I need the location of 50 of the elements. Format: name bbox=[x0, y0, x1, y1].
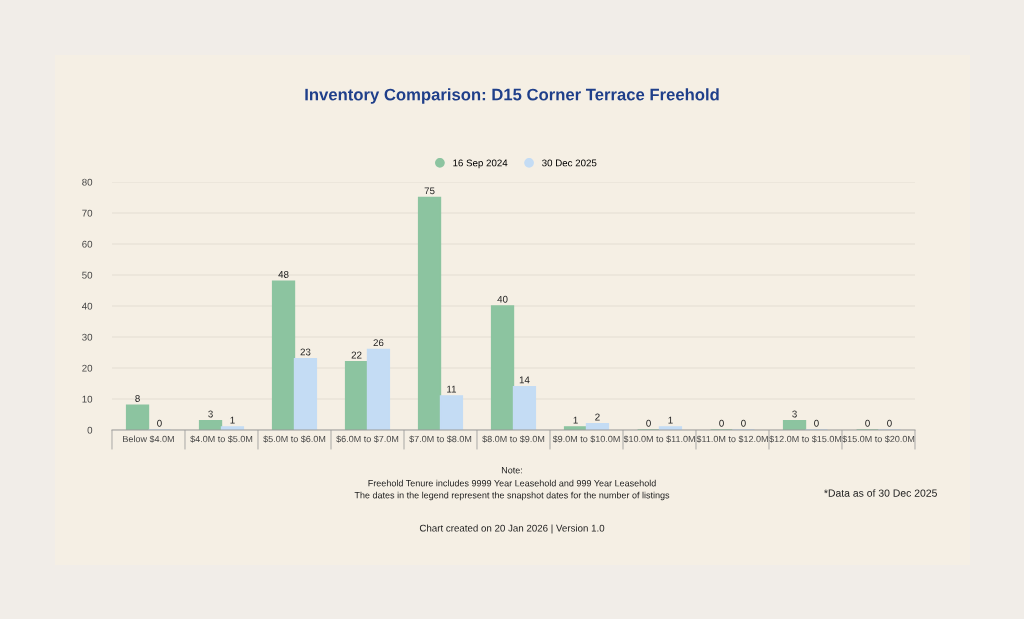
x-tick-label: $8.0M to $9.0M bbox=[482, 435, 545, 443]
x-tick-label: $10.0M to $11.0M bbox=[623, 435, 695, 443]
chart-title: Inventory Comparison: D15 Corner Terrace Freehold bbox=[305, 88, 719, 104]
text: *Data as of 30 Dec 2025 bbox=[824, 489, 937, 497]
y-tick-label: 0 bbox=[87, 426, 93, 434]
data-label: 22 bbox=[351, 351, 362, 359]
data-label: 8 bbox=[135, 395, 140, 402]
y-tick-label: 60 bbox=[82, 240, 93, 248]
legend-label: 30 Dec 2025 bbox=[542, 159, 597, 167]
data-label: 1 bbox=[230, 416, 235, 424]
y-tick-label: 30 bbox=[82, 333, 93, 341]
y-tick-label: 10 bbox=[82, 395, 93, 403]
text: The dates in the legend represent the snapshot dates for the number of listings bbox=[354, 491, 670, 501]
data-label: 11 bbox=[447, 385, 457, 393]
text: Chart created on 20 Jan 2026 | Version 1.0 bbox=[419, 524, 605, 534]
data-label: 1 bbox=[573, 416, 578, 424]
y-tick-label: 20 bbox=[82, 364, 93, 372]
data-label: 2 bbox=[595, 413, 600, 421]
x-tick-label: $5.0M to $6.0M bbox=[263, 435, 326, 443]
text: Freehold Tenure includes 9999 Year Leasehold and 999 Year Leasehold bbox=[368, 479, 656, 487]
data-label: 48 bbox=[278, 271, 289, 278]
legend-label: 16 Sep 2024 bbox=[453, 159, 508, 169]
data-label: 3 bbox=[208, 410, 213, 418]
y-tick-label: 80 bbox=[82, 178, 93, 186]
y-tick-label: 70 bbox=[82, 209, 93, 217]
y-tick-label: 50 bbox=[82, 271, 93, 279]
x-tick-label: $6.0M to $7.0M bbox=[336, 435, 399, 443]
data-label: 23 bbox=[300, 348, 311, 356]
data-label: 0 bbox=[814, 419, 819, 427]
data-label: 0 bbox=[646, 419, 651, 427]
x-tick-label: $4.0M to $5.0M bbox=[190, 435, 253, 443]
x-tick-label: $12.0M to $15.0M bbox=[769, 435, 842, 443]
data-label: 14 bbox=[519, 376, 530, 384]
data-label: 3 bbox=[792, 410, 797, 418]
y-tick-label: 40 bbox=[81, 302, 93, 310]
x-tick-label: $9.0M to $10.0M bbox=[552, 435, 620, 443]
data-label: 0 bbox=[887, 419, 892, 427]
data-label: 40 bbox=[497, 295, 508, 303]
data-label: 26 bbox=[373, 339, 384, 347]
data-label: 0 bbox=[865, 419, 870, 427]
x-tick-label: $15.0M to $20.0M bbox=[842, 435, 915, 443]
text: Note: bbox=[501, 467, 522, 474]
data-label: 0 bbox=[741, 419, 746, 427]
data-label: 1 bbox=[668, 416, 673, 424]
data-label: 0 bbox=[719, 419, 724, 427]
x-tick-label: $11.0M to $12.0M bbox=[696, 435, 768, 443]
data-label: 0 bbox=[157, 419, 162, 427]
x-tick-label: Below $4.0M bbox=[123, 435, 174, 443]
data-label: 75 bbox=[424, 187, 435, 195]
x-tick-label: $7.0M to $8.0M bbox=[409, 435, 472, 443]
